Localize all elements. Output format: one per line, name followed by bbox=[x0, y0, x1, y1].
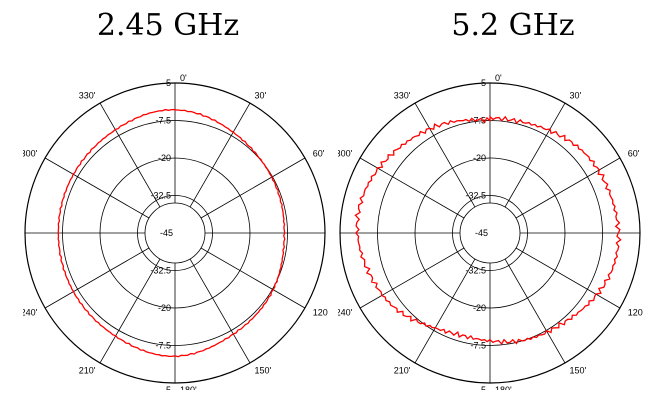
radial-tick-label: -7.5 bbox=[155, 116, 171, 126]
polar-chart-2-45-ghz: 55-7.5-7.5-20-20-32.5-32.5-450'30'60'90'… bbox=[23, 73, 328, 390]
angle-tick-label: 150' bbox=[570, 366, 587, 376]
grid-spoke bbox=[200, 247, 306, 309]
angle-tick-label: 30' bbox=[255, 90, 267, 100]
radial-tick-label: -32.5 bbox=[465, 191, 486, 201]
angle-tick-label: 180' bbox=[495, 385, 512, 390]
grid-spoke bbox=[414, 258, 476, 364]
chart-title-2-45-ghz: 2.45 GHz bbox=[96, 8, 240, 43]
angle-tick-label: 30' bbox=[570, 90, 582, 100]
angle-tick-label: 330' bbox=[394, 90, 411, 100]
radial-tick-label: -45 bbox=[160, 228, 173, 238]
grid-spoke bbox=[189, 258, 251, 364]
radial-tick-label: 5 bbox=[481, 385, 486, 390]
grid-ring-inner bbox=[459, 202, 521, 264]
radial-tick-label: -7.5 bbox=[470, 341, 486, 351]
grid-spoke bbox=[359, 247, 465, 309]
angle-tick-label: 180' bbox=[180, 385, 197, 390]
radial-tick-label: -20 bbox=[473, 303, 486, 313]
angle-tick-label: 240' bbox=[338, 308, 353, 318]
grid-spoke bbox=[189, 102, 251, 208]
grid-spoke bbox=[504, 102, 566, 208]
grid-spoke bbox=[414, 102, 476, 208]
angle-tick-label: 330' bbox=[79, 90, 96, 100]
grid-ring-inner bbox=[144, 202, 206, 264]
radial-tick-label: -32.5 bbox=[150, 266, 171, 276]
radial-tick-label: 5 bbox=[166, 78, 171, 88]
angle-tick-label: 60' bbox=[628, 149, 640, 159]
angle-tick-label: 120' bbox=[313, 308, 328, 318]
chart-title-5-2-ghz: 5.2 GHz bbox=[451, 8, 575, 43]
radial-tick-label: 5 bbox=[481, 78, 486, 88]
angle-tick-label: 150' bbox=[255, 366, 272, 376]
grid-spoke bbox=[359, 157, 465, 219]
radial-tick-label: -7.5 bbox=[155, 341, 171, 351]
grid-spoke bbox=[515, 247, 621, 309]
radial-tick-label: -32.5 bbox=[465, 266, 486, 276]
grid-spoke bbox=[99, 258, 161, 364]
grid-spoke bbox=[44, 157, 150, 219]
angle-tick-label: 0' bbox=[495, 73, 502, 83]
radial-tick-label: -45 bbox=[475, 228, 488, 238]
grid-spoke bbox=[99, 102, 161, 208]
angle-tick-label: 120' bbox=[628, 308, 643, 318]
radial-tick-label: 5 bbox=[166, 385, 171, 390]
angle-tick-label: 300' bbox=[23, 149, 38, 159]
angle-tick-label: 300' bbox=[338, 149, 353, 159]
grid-spoke bbox=[200, 157, 306, 219]
angle-tick-label: 0' bbox=[180, 73, 187, 83]
grid-ring bbox=[452, 195, 528, 271]
polar-chart-5-2-ghz: 55-7.5-7.5-20-20-32.5-32.5-450'30'60'90'… bbox=[338, 73, 643, 390]
angle-tick-label: 240' bbox=[23, 308, 38, 318]
grid-spoke bbox=[504, 258, 566, 364]
radial-tick-label: -32.5 bbox=[150, 191, 171, 201]
grid-spoke bbox=[44, 247, 150, 309]
radial-tick-label: -20 bbox=[158, 303, 171, 313]
grid-spoke bbox=[515, 157, 621, 219]
angle-tick-label: 210' bbox=[79, 366, 96, 376]
grid-ring bbox=[137, 195, 213, 271]
radial-tick-label: -20 bbox=[473, 153, 486, 163]
radiation-pattern-line bbox=[57, 108, 286, 358]
radial-tick-label: -20 bbox=[158, 153, 171, 163]
radiation-pattern-line bbox=[354, 115, 622, 345]
angle-tick-label: 210' bbox=[394, 366, 411, 376]
angle-tick-label: 60' bbox=[313, 149, 325, 159]
